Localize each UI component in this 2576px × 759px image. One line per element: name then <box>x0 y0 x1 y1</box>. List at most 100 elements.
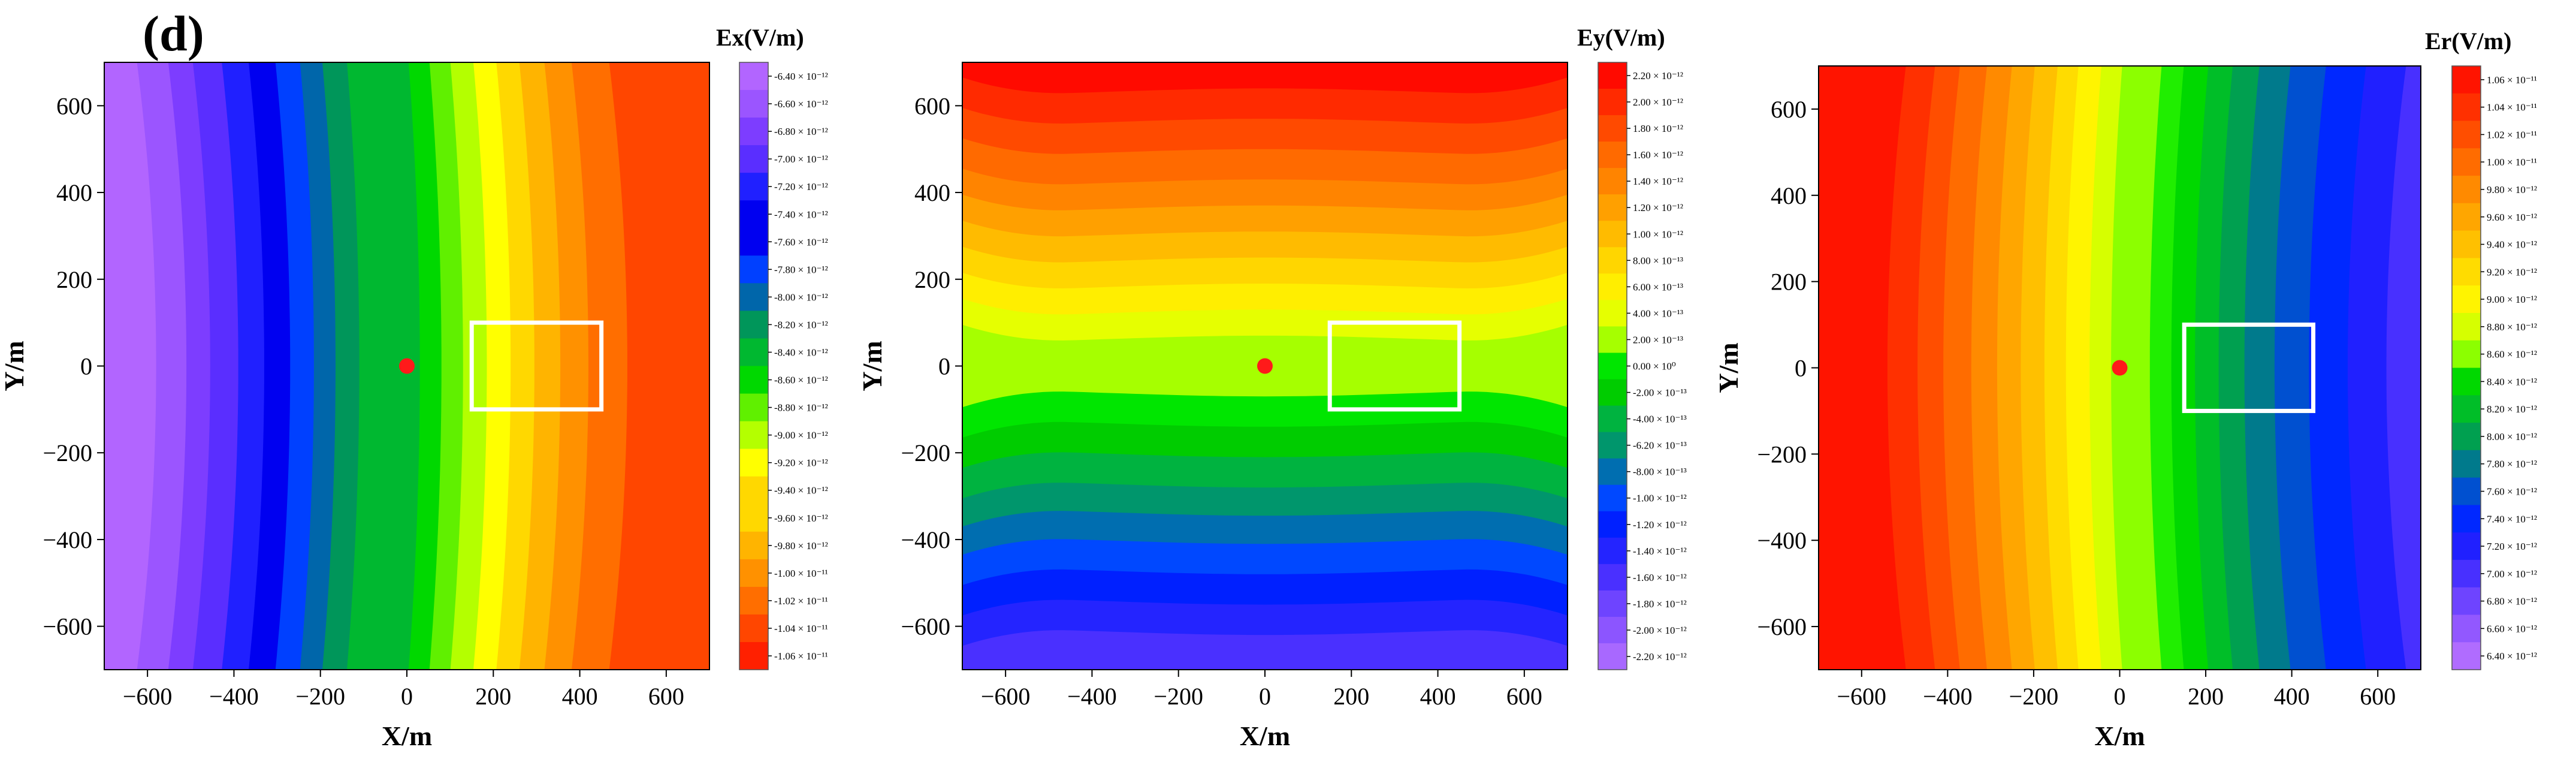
colorbar-tick-label: -6.60 × 10⁻¹² <box>774 98 828 110</box>
x-tick-label: 200 <box>475 683 511 710</box>
colorbar-swatch <box>739 228 768 256</box>
colorbar-swatch <box>1598 326 1627 354</box>
colorbar-swatch <box>1598 89 1627 116</box>
colorbar-swatch <box>739 559 768 588</box>
colorbar-swatch <box>1598 62 1627 89</box>
contour-field <box>1819 66 2421 670</box>
colorbar-tick-label: -1.00 × 10⁻¹² <box>1633 493 1687 504</box>
colorbar-tick-label: 9.40 × 10⁻¹² <box>2487 239 2537 251</box>
x-tick-label: −400 <box>1923 683 1973 710</box>
source-point <box>2112 360 2128 376</box>
y-tick-label: −200 <box>43 439 92 466</box>
colorbar-tick-label: -7.60 × 10⁻¹² <box>774 236 828 248</box>
colorbar-tick-label: 1.20 × 10⁻¹² <box>1633 202 1683 213</box>
colorbar-swatch <box>2452 532 2481 561</box>
colorbar-swatch <box>739 476 768 505</box>
colorbar-tick-label: -1.40 × 10⁻¹² <box>1633 546 1687 557</box>
x-tick-label: −200 <box>2009 683 2059 710</box>
y-tick-label: −200 <box>901 439 950 466</box>
colorbar-tick-label: 1.04 × 10⁻¹¹ <box>2487 102 2537 113</box>
colorbar-swatch <box>1598 141 1627 168</box>
colorbar-swatch <box>1598 115 1627 142</box>
y-tick-label: 600 <box>56 92 92 119</box>
x-tick-label: 200 <box>1333 683 1369 710</box>
colorbar-swatch <box>2452 93 2481 122</box>
x-axis-label: X/m <box>382 721 432 751</box>
source-point <box>1257 358 1273 374</box>
colorbar-swatch <box>1598 616 1627 644</box>
colorbar-tick-label: 1.40 × 10⁻¹² <box>1633 176 1683 187</box>
y-tick-label: 400 <box>914 179 950 206</box>
colorbar-swatch <box>1598 511 1627 538</box>
x-tick-label: −200 <box>1153 683 1203 710</box>
colorbar-tick-label: -7.80 × 10⁻¹² <box>774 264 828 275</box>
colorbar-swatch <box>739 366 768 394</box>
colorbar-tick-label: -9.00 × 10⁻¹² <box>774 430 828 441</box>
colorbar-tick-label: -1.20 × 10⁻¹² <box>1633 519 1687 531</box>
colorbar-swatch <box>1598 405 1627 433</box>
colorbar-tick-label: 8.20 × 10⁻¹² <box>2487 403 2537 415</box>
contour-field <box>104 62 709 670</box>
colorbar-swatch <box>2452 423 2481 451</box>
colorbar-tick-label: 0.00 × 10⁰ <box>1633 361 1676 372</box>
colorbar-tick-label: 9.20 × 10⁻¹² <box>2487 266 2537 278</box>
y-tick-label: 400 <box>56 179 92 206</box>
colorbar-tick-label: 8.60 × 10⁻¹² <box>2487 349 2537 360</box>
colorbar-tick-label: -8.20 × 10⁻¹² <box>774 319 828 330</box>
y-tick-label: 200 <box>56 266 92 293</box>
colorbar-swatch <box>2452 258 2481 286</box>
x-tick-label: 0 <box>2114 683 2126 710</box>
colorbar-tick-label: -4.00 × 10⁻¹³ <box>1633 414 1687 425</box>
chart-ey: −600 −400 −200 0 200 400 600 600 400 200 0 −200 −400… <box>857 24 1687 751</box>
colorbar-swatch <box>739 586 768 615</box>
y-tick-label: 200 <box>1771 269 1807 296</box>
y-tick-label: 0 <box>938 353 950 380</box>
colorbar-tick-label: -2.20 × 10⁻¹² <box>1633 651 1687 662</box>
colorbar-swatch <box>2452 230 2481 259</box>
colorbar-swatch <box>739 145 768 173</box>
colorbar-swatch <box>739 504 768 532</box>
colorbar-tick-label: 4.00 × 10⁻¹³ <box>1633 308 1683 319</box>
colorbar-tick-label: -6.20 × 10⁻¹³ <box>1633 440 1687 451</box>
colorbar-tick-label: 9.80 × 10⁻¹² <box>2487 184 2537 195</box>
colorbar-swatch <box>1598 432 1627 459</box>
colorbar-swatch <box>739 393 768 422</box>
colorbar-swatch <box>1598 590 1627 618</box>
x-tick-label: −600 <box>1837 683 1887 710</box>
colorbar-swatch <box>1598 643 1627 670</box>
colorbar-swatch <box>739 338 768 367</box>
colorbar-swatch <box>1598 353 1627 380</box>
colorbar-tick-label: -8.40 × 10⁻¹² <box>774 347 828 358</box>
contour-band <box>962 630 1568 670</box>
y-axis-label: Y/m <box>857 341 887 391</box>
colorbar-tick-label: -8.80 × 10⁻¹² <box>774 402 828 414</box>
colorbar-tick-label: 8.40 × 10⁻¹² <box>2487 376 2537 387</box>
colorbar: 2.20 × 10⁻¹² 2.00 × 10⁻¹² 1.80 × 10⁻¹² 1.60… <box>1577 24 1687 670</box>
x-tick-label: 600 <box>648 683 684 710</box>
x-tick-label: 400 <box>1420 683 1456 710</box>
y-tick-label: 600 <box>1771 96 1807 123</box>
colorbar-swatch <box>1598 564 1627 591</box>
colorbar: 1.06 × 10⁻¹¹ 1.04 × 10⁻¹¹ 1.02 × 10⁻¹¹ 1.00… <box>2425 28 2537 670</box>
colorbar-swatch <box>2452 285 2481 314</box>
colorbar-swatch <box>1598 458 1627 486</box>
colorbar-swatch <box>739 421 768 450</box>
colorbar-tick-label: -1.06 × 10⁻¹¹ <box>774 650 828 662</box>
colorbar-tick-label: -9.20 × 10⁻¹² <box>774 457 828 469</box>
target-box <box>1327 320 1462 412</box>
chart-ex: −600 −400 −200 0 200 400 600 600 400 200 0 −200 −400… <box>0 24 828 751</box>
colorbar-swatch <box>2452 559 2481 588</box>
colorbar-tick-label: -7.00 × 10⁻¹² <box>774 153 828 165</box>
colorbar-tick-label: 6.80 × 10⁻¹² <box>2487 596 2537 607</box>
colorbar-swatch <box>2452 477 2481 505</box>
colorbar-swatch <box>1598 168 1627 195</box>
colorbar-tick-label: 6.40 × 10⁻¹² <box>2487 650 2537 662</box>
x-tick-label: −600 <box>981 683 1031 710</box>
x-tick-label: 200 <box>2188 683 2224 710</box>
colorbar-swatch <box>739 641 768 670</box>
x-tick-label: 0 <box>1259 683 1271 710</box>
colorbar-tick-label: 2.20 × 10⁻¹² <box>1633 70 1683 82</box>
colorbar-tick-label: 1.02 × 10⁻¹¹ <box>2487 129 2537 140</box>
colorbar-tick-label: 8.00 × 10⁻¹² <box>2487 431 2537 442</box>
colorbar-tick-label: -9.80 × 10⁻¹² <box>774 540 828 552</box>
